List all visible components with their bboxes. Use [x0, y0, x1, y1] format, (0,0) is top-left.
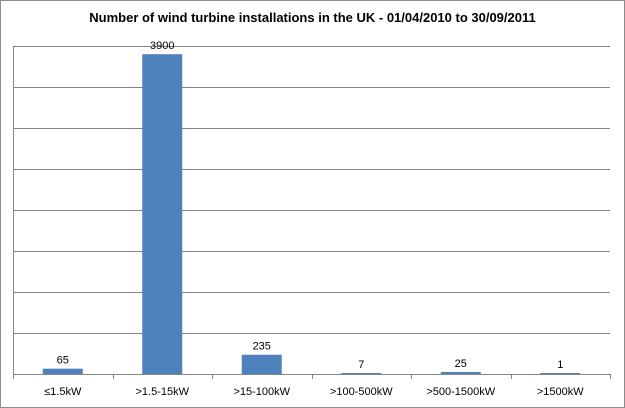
data-label: 235: [253, 341, 271, 353]
data-label: 7: [358, 359, 364, 371]
x-tick-label: >500-1500kW: [426, 386, 495, 398]
x-tick-label: >1500kW: [537, 386, 584, 398]
x-tick-label: >1.5-15kW: [136, 386, 190, 398]
bar: [540, 373, 581, 374]
bar: [142, 54, 183, 374]
x-tick-label: ≤1.5kW: [44, 386, 82, 398]
x-tick-label: >100-500kW: [330, 386, 393, 398]
data-label: 1: [557, 359, 563, 371]
chart-title: Number of wind turbine installations in …: [89, 10, 536, 25]
bar: [241, 354, 282, 374]
bar: [440, 371, 481, 374]
data-label: 3900: [150, 40, 174, 52]
bar: [341, 373, 382, 374]
x-tick-label: >15-100kW: [233, 386, 290, 398]
bar: [42, 368, 83, 374]
data-label: 65: [57, 355, 69, 367]
data-label: 25: [455, 358, 467, 370]
